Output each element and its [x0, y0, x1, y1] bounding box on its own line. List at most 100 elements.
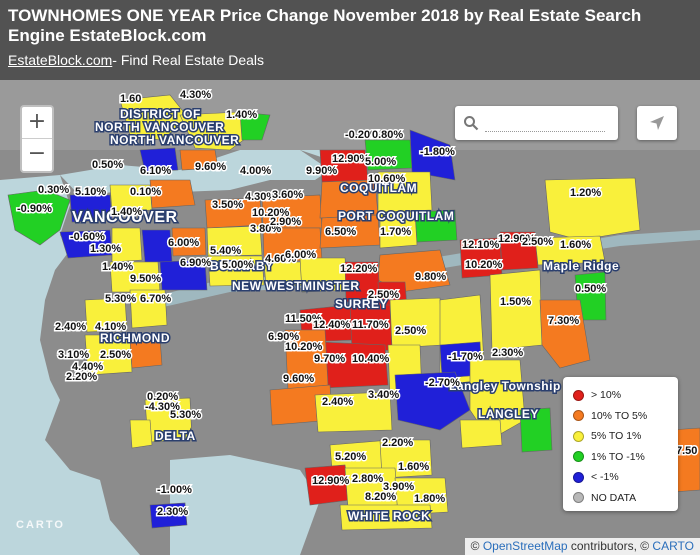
city-surrey: SURREY	[335, 297, 388, 311]
value-label: 1.50%	[500, 296, 531, 308]
value-label: 4.30%	[180, 89, 211, 101]
value-label: 5.30%	[105, 293, 136, 305]
search-box	[455, 106, 618, 140]
value-label: 8.20%	[365, 491, 396, 503]
value-label: 11.70%	[352, 319, 389, 331]
value-label: 3.10%	[58, 349, 89, 361]
region-van-orange-2[interactable]	[171, 227, 207, 257]
osm-link[interactable]: OpenStreetMap	[482, 539, 568, 553]
estateblock-link[interactable]: EstateBlock.com	[8, 52, 113, 68]
region-nv-blue[interactable]	[139, 147, 179, 173]
value-label: 10.20%	[285, 341, 323, 353]
region-surrey-red-5[interactable]	[319, 341, 389, 389]
legend-item-10-to-5: 10% TO 5%	[573, 406, 668, 427]
value-label: -0.60%	[70, 231, 105, 243]
value-label: 3.60%	[272, 189, 303, 201]
value-label: 12.40%	[313, 319, 351, 331]
value-label: -1.70%	[448, 351, 483, 363]
region-van-blue-4[interactable]	[159, 259, 208, 291]
value-label: 10.60%	[368, 173, 406, 185]
region-mr-yellow[interactable]	[534, 235, 606, 266]
region-nv-orange[interactable]	[179, 149, 219, 171]
region-langley-blue-2[interactable]	[394, 371, 471, 431]
region-van-blue-1[interactable]	[69, 194, 113, 223]
value-label: 12.10%	[462, 239, 500, 251]
zoom-out-button[interactable]: −	[27, 141, 47, 166]
value-label: 6.10%	[140, 165, 171, 177]
region-coq-blue[interactable]	[409, 129, 456, 181]
region-langley-green[interactable]	[519, 407, 553, 453]
value-label: 4.60%	[265, 253, 296, 265]
region-pitt-yellow[interactable]	[544, 177, 641, 241]
region-burnaby-orange-1[interactable]	[204, 197, 263, 229]
attribution-prefix: ©	[470, 539, 483, 553]
value-label: 5.20%	[335, 451, 366, 463]
region-coq-yellow[interactable]	[377, 171, 433, 213]
region-van-yellow-1[interactable]	[109, 184, 153, 213]
region-burnaby-yellow-2[interactable]	[207, 255, 265, 287]
legend-item-under-neg1: < -1%	[573, 467, 668, 488]
locate-button[interactable]	[637, 106, 677, 140]
value-label: 12.90%	[312, 475, 350, 487]
legend-label: > 10%	[591, 389, 622, 402]
zoom-in-button[interactable]: +	[22, 107, 52, 139]
value-label: 4.10%	[95, 321, 126, 333]
value-label: 5.30%	[170, 409, 201, 421]
value-label: 10.40%	[352, 353, 390, 365]
region-langley-yellow-3[interactable]	[459, 419, 503, 449]
region-delta-yellow-2[interactable]	[129, 419, 153, 449]
region-rich-yellow-3[interactable]	[84, 334, 133, 376]
zoom-control: + −	[20, 105, 54, 173]
value-label: 2.30%	[157, 506, 188, 518]
value-label: 0.50%	[92, 159, 123, 171]
region-burnaby-yellow-1[interactable]	[206, 225, 263, 257]
legend-item-1-to-neg1: 1% TO -1%	[573, 447, 668, 468]
region-van-orange-1[interactable]	[149, 179, 196, 209]
value-label: 0.80%	[372, 129, 403, 141]
city-vancouver: VANCOUVER	[72, 209, 178, 226]
value-label: 6.70%	[140, 293, 171, 305]
region-wr-yellow[interactable]	[339, 504, 433, 531]
region-langley-yellow-1[interactable]	[489, 269, 543, 351]
legend-label: NO DATA	[591, 491, 637, 504]
city-langley-township: Langley Township	[449, 379, 561, 393]
city-port-coquitlam: PORT COQUITLAM	[338, 209, 454, 223]
value-label: 1.60%	[398, 461, 429, 473]
value-label: 10.20%	[465, 259, 503, 271]
value-label: 12.20%	[340, 263, 378, 275]
legend-swatch-red	[573, 389, 584, 401]
value-label: 4.40%	[72, 361, 103, 373]
region-mr-red-2[interactable]	[499, 231, 539, 271]
value-label: 5.00%	[222, 259, 253, 271]
city-district-nv: DISTRICT OF	[120, 107, 201, 121]
value-label: 1.30%	[90, 243, 121, 255]
value-labels: 1.60 4.30% 1.40% 0.50% 6.10% 9.60% 4.00%…	[16, 88, 699, 520]
region-tsaw-blue[interactable]	[149, 502, 188, 529]
carto-link[interactable]: CARTO	[652, 539, 694, 553]
value-label: 0.10%	[130, 186, 161, 198]
value-label: 1.60%	[560, 239, 591, 251]
value-label: 1.40%	[111, 206, 142, 218]
search-input[interactable]	[485, 116, 605, 132]
legend-label: 1% TO -1%	[591, 450, 645, 463]
region-poco-yellow[interactable]	[379, 211, 418, 249]
value-label: 1.40%	[102, 261, 133, 273]
value-label: -2.70%	[425, 377, 460, 389]
value-label: 1.70%	[380, 226, 411, 238]
city-langley: LANGLEY	[478, 407, 539, 421]
region-van-yellow-2[interactable]	[111, 227, 143, 263]
value-label: -4.30%	[145, 401, 180, 413]
value-label: -0.90%	[17, 203, 52, 215]
region-rich-orange[interactable]	[129, 337, 163, 369]
region-surrey-yellow-1[interactable]	[389, 297, 443, 349]
region-rich-yellow-1[interactable]	[84, 297, 128, 333]
value-label: 6.00%	[285, 249, 316, 261]
region-surrey-yellow-4[interactable]	[314, 391, 393, 433]
region-rich-yellow-2[interactable]	[129, 289, 168, 329]
region-langley-orange[interactable]	[539, 299, 591, 369]
region-nv-green[interactable]	[239, 111, 271, 141]
region-west-green[interactable]	[7, 189, 71, 246]
map-attribution: © OpenStreetMap contributors, © CARTO	[464, 538, 700, 555]
region-district-nv[interactable]	[119, 94, 191, 141]
value-label: 6.00%	[168, 237, 199, 249]
